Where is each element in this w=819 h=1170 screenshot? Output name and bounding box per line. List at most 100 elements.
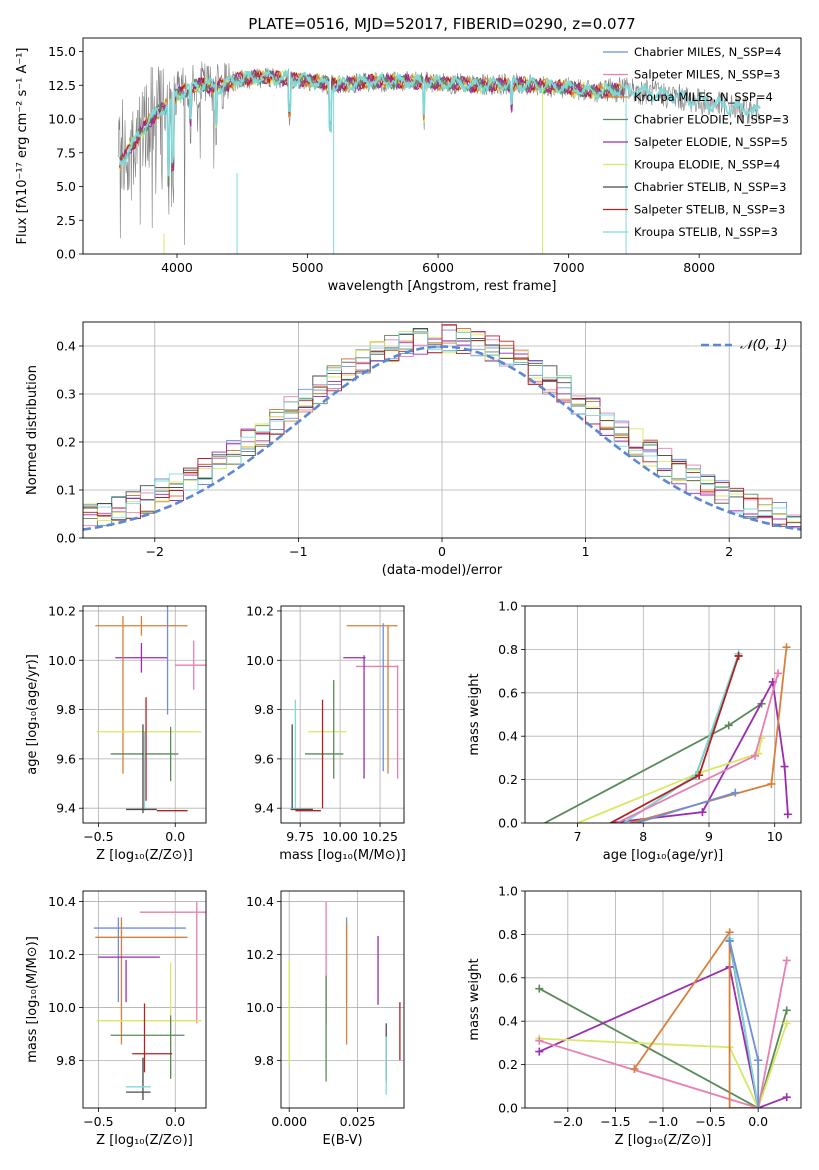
weight-marker-salpeter_stelib — [734, 651, 743, 660]
legend-label-chabrier_elodie: Chabrier ELODIE, N_SSP=3 — [634, 113, 789, 127]
x-tick-label: 9 — [705, 829, 713, 844]
y-tick-label: 0.4 — [56, 339, 76, 354]
y-tick-label: 0.2 — [56, 435, 76, 450]
weight-line-salpeter_miles — [616, 673, 779, 823]
y-tick-label: 10.0 — [48, 1000, 76, 1015]
y-tick-label: 0.8 — [498, 642, 518, 657]
y-tick-label: 0.0 — [498, 816, 518, 831]
y-tick-label: 0.4 — [498, 1014, 518, 1029]
weight-marker-salpeter_elodie — [783, 810, 792, 819]
plot-area — [117, 61, 761, 254]
axes-weight_vs_z: −2.0 −1.5 −1.0 −0.5 0.0 0.0 0.2 0.4 0.6 0.8 1.0 Z [… — [467, 884, 802, 1148]
y-tick-label: 10.4 — [246, 894, 274, 909]
weight-marker-salpeter_miles — [535, 1036, 544, 1045]
x-tick-label: 9.75 — [286, 829, 314, 844]
weight-marker-kroupa_miles — [767, 779, 776, 788]
y-tick-label: 0.1 — [56, 483, 76, 498]
x-tick-label: −0.5 — [83, 1114, 113, 1129]
model-fit-salpeter_stelib — [119, 69, 624, 182]
weight-line-chabrier_miles — [636, 791, 736, 823]
x-axis-label: mass [log₁₀(M/M⊙)] — [279, 848, 406, 863]
y-tick-label: 0.6 — [498, 685, 518, 700]
x-axis-label: Z [log₁₀(Z/Z⊙)] — [96, 848, 193, 863]
axes-mass_vs_z: −0.5 0.0 9.8 10.0 10.2 10.4 Z [log₁₀(Z/Z⊙)] mas… — [25, 890, 207, 1148]
x-axis-label: Z [log₁₀(Z/Z⊙)] — [615, 1133, 712, 1148]
axes-weight_vs_age: 7 8 9 10 0.0 0.2 0.4 0.6 0.8 1.0 age [log₁₀(age/yr… — [467, 599, 802, 863]
x-tick-label: 7 — [574, 829, 582, 844]
legend-label-salpeter_elodie: Salpeter ELODIE, N_SSP=5 — [634, 135, 788, 149]
weight-line-kroupa_elodie — [539, 1023, 788, 1108]
plot-area — [281, 606, 404, 823]
legend: 𝒩(0, 1) — [701, 338, 787, 353]
y-axis-label: mass weight — [467, 958, 482, 1040]
y-tick-label: 9.8 — [254, 702, 274, 717]
weight-marker-chabrier_elodie — [782, 1006, 791, 1015]
weight-line-chabrier_elodie — [538, 987, 788, 1108]
model-fit-kroupa_stelib — [118, 67, 761, 177]
y-tick-label: 5.0 — [56, 179, 76, 194]
x-axis-label: E(B-V) — [322, 1133, 362, 1148]
weight-marker-salpeter_miles — [751, 751, 759, 760]
x-tick-label: −0.5 — [83, 829, 113, 844]
weight-marker-chabrier_miles — [725, 936, 734, 945]
y-tick-label: 0.0 — [56, 531, 76, 546]
x-tick-label: 5000 — [292, 260, 324, 275]
x-axis-label: age [log₁₀(age/yr)] — [603, 848, 724, 863]
x-tick-label: 0.025 — [340, 1114, 376, 1129]
y-tick-label: 10.0 — [48, 653, 76, 668]
y-tick-label: 1.0 — [498, 599, 518, 614]
weight-marker-kroupa_elodie — [782, 1019, 791, 1028]
legend-label-kroupa_stelib: Kroupa STELIB, N_SSP=3 — [634, 225, 778, 239]
y-tick-label: 10.2 — [48, 603, 76, 618]
weight-marker-chabrier_elodie — [535, 984, 544, 993]
x-tick-label: 0.0 — [748, 1114, 768, 1129]
weight-line-kroupa_elodie — [577, 738, 763, 823]
y-tick-label: 0.0 — [498, 1101, 518, 1116]
x-axis-label: wavelength [Angstrom, rest frame] — [328, 279, 557, 294]
axes-frame — [280, 890, 405, 1109]
x-tick-label: 4000 — [161, 260, 193, 275]
plot-area — [83, 891, 206, 1108]
legend-label-chabrier_stelib: Chabrier STELIB, N_SSP=3 — [634, 180, 786, 194]
x-tick-label: 0.000 — [271, 1114, 307, 1129]
y-tick-label: 9.4 — [56, 801, 76, 816]
axes-frame — [82, 890, 207, 1109]
axes-frame — [524, 605, 802, 824]
weight-marker-salpeter_miles — [774, 669, 782, 678]
x-tick-label: −1.5 — [600, 1114, 630, 1129]
x-tick-label: 7000 — [553, 260, 585, 275]
weight-marker-salpeter_miles — [782, 956, 791, 965]
y-tick-label: 7.5 — [56, 145, 76, 160]
y-tick-label: 0.0 — [56, 247, 76, 262]
y-tick-label: 0.2 — [498, 772, 518, 787]
weight-line-kroupa_miles — [629, 647, 788, 823]
legend-label-kroupa_elodie: Kroupa ELODIE, N_SSP=4 — [634, 158, 780, 172]
axes-spectrum: 4000 5000 6000 7000 8000 0.0 2.5 5.0 7.5 10.0 12.5… — [15, 15, 802, 294]
weight-marker-salpeter_stelib — [695, 771, 704, 780]
axes-frame — [82, 605, 207, 824]
weight-marker-salpeter_elodie — [782, 1093, 791, 1102]
x-tick-label: 0.0 — [165, 1114, 185, 1129]
x-tick-label: −0.5 — [695, 1114, 725, 1129]
axes-frame — [82, 37, 802, 255]
y-tick-label: 0.8 — [498, 927, 518, 942]
y-tick-label: 9.4 — [254, 801, 274, 816]
x-axis-label: Z [log₁₀(Z/Z⊙)] — [96, 1133, 193, 1148]
legend-label-salpeter_stelib: Salpeter STELIB, N_SSP=3 — [634, 203, 785, 217]
x-tick-label: 8000 — [683, 260, 715, 275]
x-tick-label: −2.0 — [553, 1114, 583, 1129]
y-tick-label: 15.0 — [48, 44, 76, 59]
y-tick-label: 10.2 — [246, 947, 274, 962]
x-tick-label: 0.0 — [165, 829, 185, 844]
axes-frame — [280, 605, 405, 824]
y-tick-label: 9.8 — [56, 1053, 76, 1068]
weight-line-kroupa_miles — [633, 929, 759, 1108]
weight-line-salpeter_elodie — [610, 679, 789, 823]
plot-area — [281, 891, 404, 1108]
weight-line-salpeter_miles — [539, 960, 788, 1108]
weight-marker-chabrier_elodie — [724, 721, 733, 730]
weight-marker-kroupa_miles — [782, 643, 791, 652]
y-tick-label: 2.5 — [56, 213, 76, 228]
y-axis-label: Flux [fλ10⁻¹⁷ erg cm⁻² s⁻¹ A⁻¹] — [15, 48, 30, 245]
